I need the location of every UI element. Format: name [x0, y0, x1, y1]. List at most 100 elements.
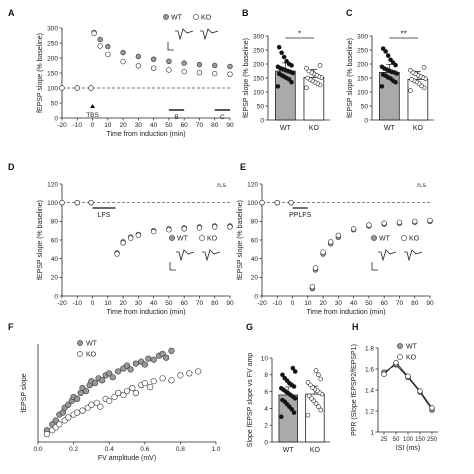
data-point-ko: [74, 409, 81, 416]
y-tick-label: 4: [264, 406, 268, 413]
y-tick-label: 120: [47, 181, 58, 188]
x-tick-label: 100: [403, 437, 414, 443]
legend-label: KO: [86, 352, 97, 359]
x-tick-label: 60: [381, 300, 389, 307]
x-tick-label: 50: [165, 122, 173, 129]
data-point-ko: [195, 368, 202, 375]
y-tick-label: 200: [47, 55, 58, 62]
y-tick-label: 50: [257, 103, 265, 110]
legend-label: KO: [406, 355, 417, 362]
data-point-ko: [120, 58, 126, 65]
y-tick-label: 0: [364, 117, 368, 124]
bar-point-wt: [290, 365, 296, 371]
data-point-wt: [74, 395, 81, 402]
y-tick-label: 250: [253, 47, 264, 54]
x-tick-label: KO: [309, 125, 320, 132]
x-tick-label: 40: [150, 122, 158, 129]
legend-marker-ko: [401, 235, 407, 241]
bar-point-ko: [304, 85, 309, 91]
y-tick-label: 300: [357, 33, 368, 40]
bar-point-wt: [282, 375, 288, 381]
data-point-ko: [74, 85, 80, 91]
y-tick-label: 20: [51, 275, 59, 282]
legend-label: WT: [171, 15, 183, 22]
x-tick-label: 20: [119, 122, 127, 129]
y-tick-label: 1.4: [365, 387, 374, 394]
data-point-ko: [335, 232, 342, 239]
y-tick-label: 80: [251, 219, 259, 226]
y-tick-label: 150: [357, 75, 368, 82]
bar-point-ko: [408, 67, 413, 73]
data-point-wt: [212, 62, 218, 69]
data-point-ko: [114, 389, 122, 397]
x-tick-label: 80: [211, 300, 219, 307]
x-tick-label: WT: [384, 125, 396, 132]
legend-marker-wt: [163, 14, 169, 20]
data-point-ko: [196, 225, 203, 231]
data-point-ko: [429, 405, 435, 411]
panel-letter-b: B: [242, 8, 249, 18]
x-axis-label: ISI (ms): [396, 445, 421, 452]
bar-point-wt: [291, 410, 297, 415]
y-tick-label: 60: [251, 237, 259, 244]
x-tick-label: 250: [427, 437, 438, 443]
bar-point-ko: [409, 77, 414, 82]
x-tick-label: 0.6: [140, 446, 149, 453]
data-point-wt: [159, 350, 166, 357]
bar-point-ko: [318, 376, 324, 382]
y-tick-label: 50: [51, 100, 59, 107]
data-point-wt: [91, 380, 99, 387]
legend-marker-ko: [397, 354, 403, 360]
data-point-ko: [97, 403, 104, 410]
x-tick-label: -20: [257, 300, 267, 307]
data-point-ko: [274, 199, 280, 206]
y-tick-label: 100: [247, 200, 258, 207]
bar-point-ko: [304, 65, 309, 71]
data-point-ko: [381, 371, 387, 377]
x-tick-label: 80: [411, 300, 419, 307]
data-point-wt: [168, 347, 175, 354]
x-tick-label: 70: [196, 300, 204, 307]
y-tick-label: 1.2: [365, 408, 374, 415]
data-point-ko: [166, 67, 172, 73]
data-point-ko: [396, 219, 403, 225]
bar-point-ko: [316, 372, 321, 378]
data-point-ko: [43, 431, 51, 438]
data-point-ko: [93, 399, 100, 406]
data-point-wt: [106, 370, 113, 377]
x-tick-label: 10: [104, 300, 112, 307]
x-tick-label: WT: [280, 125, 292, 132]
legend-marker-wt: [371, 235, 377, 241]
data-point-wt: [181, 60, 187, 66]
y-tick-label: 1: [370, 429, 374, 436]
y-tick-label: 100: [47, 200, 58, 207]
data-point-wt: [163, 354, 170, 361]
x-tick-label: 30: [135, 122, 143, 129]
data-point-ko: [150, 65, 157, 71]
data-point-ko: [212, 224, 218, 230]
trace-ko-a: [200, 28, 219, 41]
data-point-ko: [393, 360, 399, 366]
bar-point-ko: [317, 63, 323, 68]
x-tick-label: 90: [226, 122, 234, 129]
data-point-ko: [181, 68, 187, 75]
bar-point-wt: [388, 57, 393, 63]
tbs-arrow: [90, 104, 96, 108]
bar-point-ko: [318, 407, 324, 413]
data-point-ko: [288, 199, 294, 206]
y-tick-label: 10: [261, 355, 269, 362]
data-point-wt: [82, 387, 90, 395]
y-tick-label: 20: [251, 275, 259, 282]
data-point-wt: [135, 53, 142, 60]
x-axis-label: Time from induction (min): [106, 309, 185, 316]
legend-label: KO: [201, 15, 212, 22]
x-tick-label: 0.2: [69, 446, 78, 453]
bar-point-ko: [316, 404, 321, 410]
y-tick-label: 250: [357, 47, 368, 54]
bar-point-wt: [380, 46, 386, 51]
y-tick-label: 300: [253, 33, 264, 40]
data-point-ko: [74, 199, 80, 206]
panel-letter-d: D: [8, 162, 15, 172]
x-tick-label: KO: [310, 447, 321, 454]
